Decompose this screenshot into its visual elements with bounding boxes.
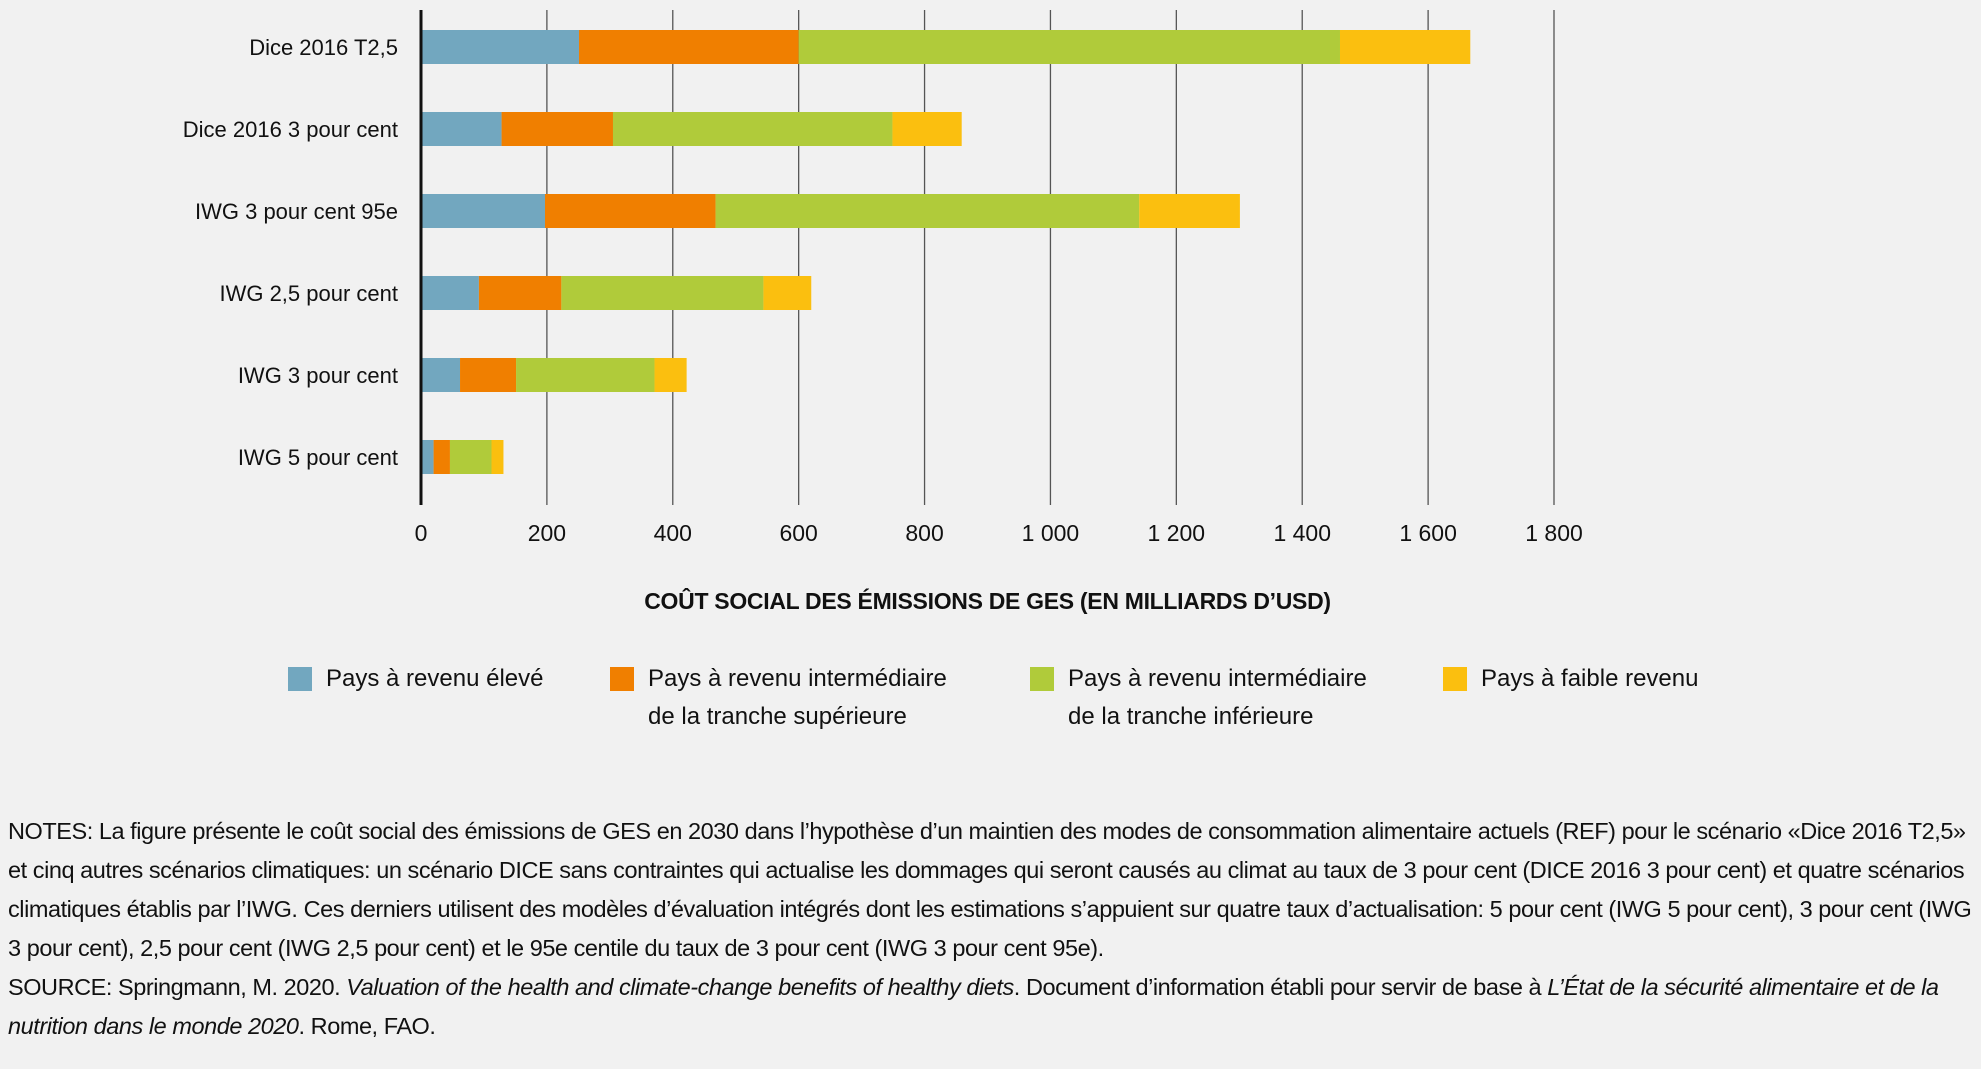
bar-segment	[421, 358, 461, 392]
legend-label: Pays à faible revenu	[1481, 665, 1699, 692]
bar-segment	[715, 194, 1140, 228]
bar-segment	[1139, 194, 1240, 228]
legend: Pays à revenu élevé Pays à revenu interm…	[0, 660, 1981, 740]
legend-label: Pays à revenu intermédiaire de la tranche…	[648, 665, 947, 730]
x-tick-label: 1 800	[1525, 520, 1583, 546]
bar-segment	[578, 30, 799, 64]
notes-block: NOTES: La figure présente le coût social…	[8, 812, 1973, 1046]
legend-item-lower-middle-income: Pays à revenu intermédiaire de la tranche…	[1030, 660, 1367, 736]
bar-segment	[798, 30, 1340, 64]
bar-segment	[892, 112, 962, 146]
legend-item-low-income: Pays à faible revenu	[1443, 660, 1698, 698]
bar-segment	[421, 30, 579, 64]
bar-segment	[421, 194, 546, 228]
bar-segment	[421, 112, 502, 146]
legend-item-upper-middle-income: Pays à revenu intermédiaire de la tranche…	[610, 660, 947, 736]
x-tick-label: 600	[779, 520, 817, 546]
bar-segment	[516, 358, 655, 392]
bar-segment	[763, 276, 812, 310]
bar-segment	[1339, 30, 1471, 64]
category-label: IWG 3 pour cent	[238, 363, 398, 388]
legend-swatch	[1030, 667, 1054, 691]
x-tick-label: 400	[654, 520, 692, 546]
x-tick-label: 200	[528, 520, 566, 546]
stacked-bar-chart: 0 200 400 600 800 1 000 1 200 1 400 1 600 1 800 Di…	[183, 10, 1583, 546]
legend-swatch	[1443, 667, 1467, 691]
notes-text: NOTES: La figure présente le coût social…	[8, 818, 1972, 961]
bar-segment	[654, 358, 687, 392]
source-text: SOURCE: Springmann, M. 2020. Valuation o…	[8, 974, 1939, 1039]
legend-swatch	[610, 667, 634, 691]
x-tick-label: 1 600	[1399, 520, 1457, 546]
bar-segment	[501, 112, 613, 146]
category-label: IWG 5 pour cent	[238, 445, 398, 470]
legend-swatch	[288, 667, 312, 691]
bar-segment	[433, 440, 450, 474]
x-tick-label: 800	[905, 520, 943, 546]
x-tick-label: 1 000	[1022, 520, 1080, 546]
bar-segment	[449, 440, 492, 474]
legend-label: Pays à revenu élevé	[326, 665, 544, 692]
bar-segment	[561, 276, 764, 310]
bar-segment	[478, 276, 562, 310]
category-label: IWG 2,5 pour cent	[219, 281, 398, 306]
legend-label: Pays à revenu intermédiaire de la tranche…	[1068, 665, 1367, 730]
bar-segment	[460, 358, 517, 392]
bar-segment	[421, 440, 434, 474]
category-label: Dice 2016 3 pour cent	[183, 117, 398, 142]
bar-segment	[545, 194, 716, 228]
bar-segment	[612, 112, 893, 146]
bar-segment	[421, 276, 479, 310]
x-tick-label: 0	[415, 520, 428, 546]
legend-item-high-income: Pays à revenu élevé	[288, 660, 543, 698]
x-tick-label: 1 200	[1148, 520, 1206, 546]
x-axis-title: COÛT SOCIAL DES ÉMISSIONS DE GES (EN MIL…	[644, 588, 1331, 614]
category-label: IWG 3 pour cent 95e	[195, 199, 398, 224]
bar-segment	[491, 440, 504, 474]
category-label: Dice 2016 T2,5	[249, 35, 398, 60]
x-tick-label: 1 400	[1273, 520, 1331, 546]
